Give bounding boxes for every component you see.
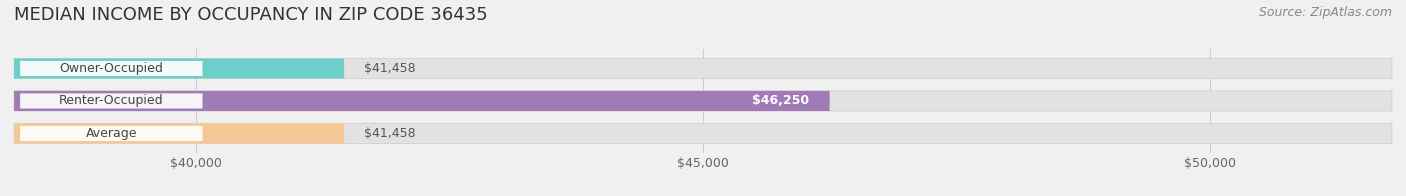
Text: Owner-Occupied: Owner-Occupied bbox=[59, 62, 163, 75]
Text: Renter-Occupied: Renter-Occupied bbox=[59, 94, 163, 107]
FancyBboxPatch shape bbox=[14, 123, 1392, 143]
Text: $41,458: $41,458 bbox=[364, 62, 416, 75]
FancyBboxPatch shape bbox=[20, 93, 202, 109]
Text: $46,250: $46,250 bbox=[752, 94, 810, 107]
FancyBboxPatch shape bbox=[14, 58, 344, 79]
FancyBboxPatch shape bbox=[14, 91, 1392, 111]
FancyBboxPatch shape bbox=[14, 58, 1392, 79]
Text: Source: ZipAtlas.com: Source: ZipAtlas.com bbox=[1258, 6, 1392, 19]
Text: $41,458: $41,458 bbox=[364, 127, 416, 140]
FancyBboxPatch shape bbox=[20, 61, 202, 76]
FancyBboxPatch shape bbox=[14, 123, 344, 143]
Text: MEDIAN INCOME BY OCCUPANCY IN ZIP CODE 36435: MEDIAN INCOME BY OCCUPANCY IN ZIP CODE 3… bbox=[14, 6, 488, 24]
FancyBboxPatch shape bbox=[14, 91, 830, 111]
Text: Average: Average bbox=[86, 127, 136, 140]
FancyBboxPatch shape bbox=[20, 126, 202, 141]
